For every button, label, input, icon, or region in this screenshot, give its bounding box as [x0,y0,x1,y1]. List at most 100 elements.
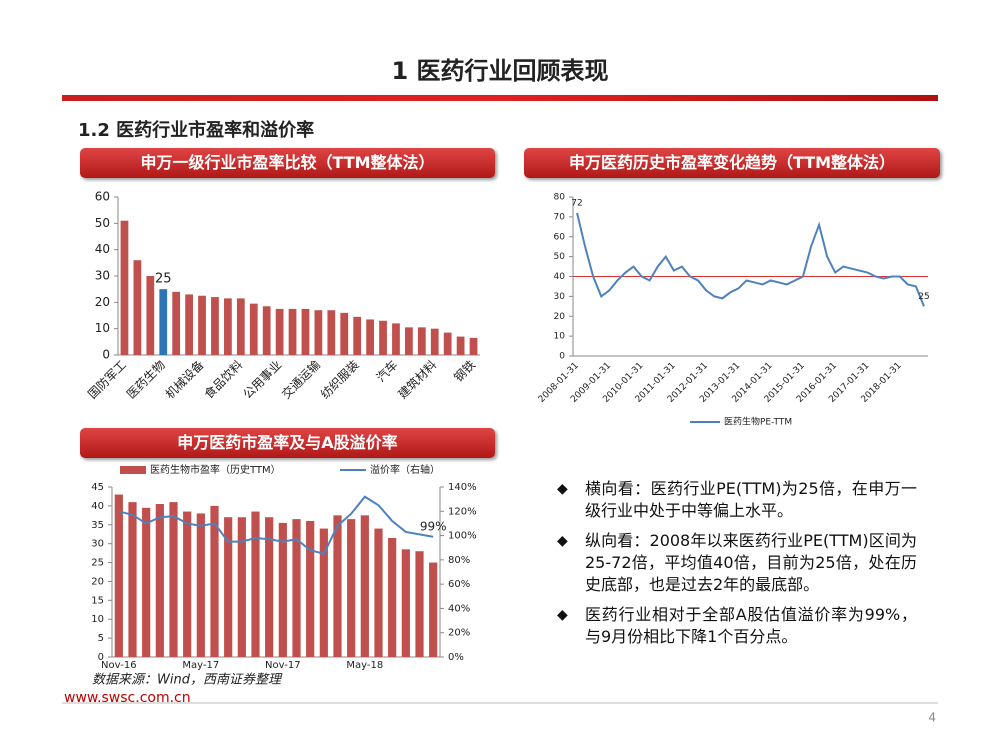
x-tick-label: 纺织服装 [318,358,362,402]
y-tick-label: 40 [91,501,104,512]
bar [169,502,178,657]
bar [327,310,336,355]
x-tick-label: 汽车 [373,357,401,385]
y-tick-label: 50 [95,216,110,230]
y-tick-label: 10 [554,332,566,342]
bar [301,308,310,355]
bar [211,297,219,355]
y-tick-label: 20% [448,628,470,639]
x-tick-label: May-18 [346,660,383,671]
y-tick-label: 80 [554,193,566,203]
bar [114,494,123,657]
data-label: 25 [155,272,172,287]
bar [183,511,192,657]
y-tick-label: 70 [554,212,566,222]
bar [120,220,129,355]
page-number: 4 [928,711,936,725]
bar [360,515,369,657]
bar [288,308,297,355]
y-tick-label: 40% [448,603,470,614]
bar [292,519,301,657]
y-tick-label: 0 [102,348,110,362]
y-tick-label: 20 [554,312,566,322]
x-tick-label: 医药生物 [124,358,168,402]
data-line [576,212,925,307]
bar [374,528,383,657]
bar [159,289,168,355]
y-tick-label: 20 [95,295,110,309]
legend-swatch [120,466,146,474]
bar [366,319,374,355]
subtitle: 1.2 医药行业市盈率和溢价率 [78,119,314,141]
bullet: 纵向看：2008年以来医药行业PE(TTM)区间为25-72倍，平均值40倍，目… [555,530,917,596]
y-tick-label: 60 [554,232,566,242]
bar [401,549,410,657]
y-tick-label: 40 [95,242,110,256]
bar [155,504,164,657]
bar [128,502,137,657]
bar [133,260,142,355]
bar [265,517,274,657]
bar [353,316,362,355]
bar [314,310,323,355]
bar [278,522,287,657]
title-rule [62,95,938,101]
bullet-list: 横向看：医药行业PE(TTM)为25倍，在申万一级行业中处于中等偏上水平。 纵向… [555,478,917,656]
bar [262,306,271,355]
y-tick-label: 10 [91,614,104,625]
bar [430,328,439,355]
y-tick-label: 25 [91,558,104,569]
y-tick-label: 30 [95,269,110,283]
y-tick-label: 45 [91,482,104,493]
chart-banner: 申万医药市盈率及与A股溢价率 [80,428,495,458]
bar [429,562,438,657]
bullet: 横向看：医药行业PE(TTM)为25倍，在申万一级行业中处于中等偏上水平。 [555,478,917,522]
chart-banner: 申万一级行业市盈率比较（TTM整体法） [80,148,495,178]
y-tick-label: 60% [448,579,470,590]
bar [405,327,413,355]
y-tick-label: 50 [554,252,566,262]
bar [306,521,315,657]
x-tick-label: 交通运输 [278,357,323,402]
data-label: 99% [420,519,447,533]
bar [379,320,387,355]
y-tick-label: 0 [559,352,565,362]
legend-label: 医药生物市盈率（历史TTM） [150,463,281,476]
bar [236,298,245,355]
x-tick-label: 建筑材料 [395,357,440,402]
bar [415,551,424,657]
x-tick-label: 机械设备 [162,357,207,402]
website: www.swsc.com.cn [64,690,191,706]
x-tick-label: Nov-17 [265,660,301,671]
y-tick-label: 30 [91,539,104,550]
bar [146,276,155,355]
bar [210,505,219,657]
y-tick-label: 5 [98,633,104,644]
slide-title: 1 医药行业回顾表现 [391,57,608,85]
bar [443,332,452,355]
y-tick-label: 15 [91,595,104,606]
bar [469,337,478,355]
bar [196,513,205,657]
data-line [118,495,434,555]
y-tick-label: 20 [91,576,104,587]
chart-banner: 申万医药历史市盈率变化趋势（TTM整体法） [524,148,940,178]
bar [388,538,397,657]
legend-label: 溢价率（右轴） [370,463,440,476]
bar [456,336,465,355]
y-tick-label: 140% [448,482,477,493]
bar [224,517,233,657]
bar [249,303,258,355]
y-tick-label: 35 [91,520,104,531]
source-note: 数据来源：Wind，西南证券整理 [92,673,283,688]
x-tick-label: 国防军工 [85,357,130,402]
x-tick-label: 钢铁 [451,358,478,385]
bar [172,291,181,355]
x-tick-label: May-17 [182,660,219,671]
legend-label: 医药生物PE-TTM [724,416,792,428]
bar [251,511,260,657]
bar [347,519,356,657]
bar [333,515,342,657]
